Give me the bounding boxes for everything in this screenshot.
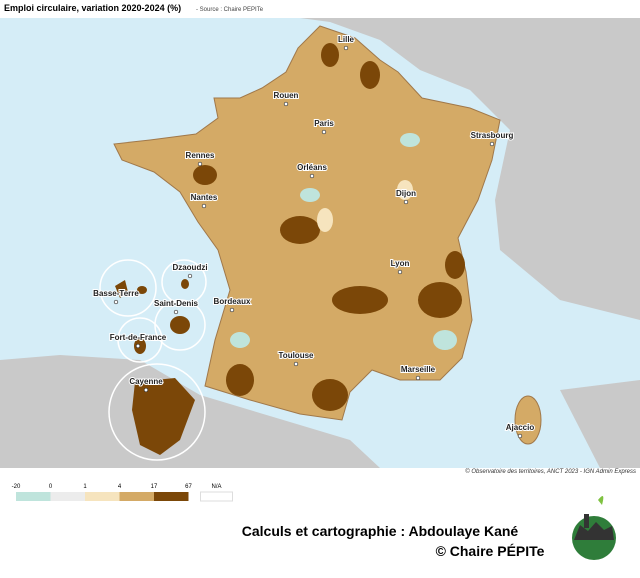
- credit-line: Calculs et cartographie : Abdoulaye Kané: [242, 523, 519, 539]
- legend-break: 67: [185, 484, 192, 490]
- legend: -20 0 1 4 17 67 N/A: [12, 484, 233, 502]
- legend-break: 0: [49, 484, 53, 490]
- city-dot: [397, 269, 403, 275]
- dark-areas: [193, 43, 465, 411]
- city-dot: [489, 141, 495, 147]
- legend-class: [119, 492, 154, 501]
- overseas-land: [115, 279, 195, 455]
- city-dot: [321, 129, 327, 135]
- city-label: Dzaoudzi: [172, 263, 207, 272]
- city-label: Basse-Terre: [93, 289, 139, 298]
- city-dot: [309, 173, 315, 179]
- legend-class: [50, 492, 85, 501]
- city-dot: [343, 45, 349, 51]
- city-dot: [187, 273, 193, 279]
- city-dot: [415, 375, 421, 381]
- city-dot: [135, 343, 141, 349]
- map: [0, 18, 640, 468]
- city-label: Toulouse: [279, 351, 315, 360]
- city-label: Orléans: [297, 163, 327, 172]
- city-dot: [143, 387, 149, 393]
- overseas-circles: [99, 259, 207, 461]
- city-label: Bordeaux: [214, 297, 251, 306]
- legend-class: [16, 492, 51, 501]
- city-label: Marseille: [401, 365, 436, 374]
- legend-class: [154, 492, 189, 501]
- city-label: Lille: [338, 35, 355, 44]
- city-label: Rennes: [186, 151, 215, 160]
- city-dot: [229, 307, 235, 313]
- city-label: Cayenne: [129, 377, 163, 386]
- city-label: Strasbourg: [471, 131, 514, 140]
- city-label: Lyon: [391, 259, 410, 268]
- legend-break: 4: [118, 484, 122, 490]
- city-dot: [197, 161, 203, 167]
- title: Emploi circulaire, variation 2020-2024 (…: [4, 3, 181, 13]
- source: - Source : Chaire PEPITe: [196, 7, 264, 13]
- city-dot: [283, 101, 289, 107]
- city-label: Ajaccio: [506, 423, 535, 432]
- italy: [560, 380, 640, 468]
- city-dot: [201, 203, 207, 209]
- legend-break: -20: [12, 484, 21, 490]
- copyright: © Observatoire des territoires, ANCT 202…: [465, 468, 636, 475]
- city-label: Nantes: [191, 193, 218, 202]
- corsica: [514, 395, 542, 445]
- city-label: Fort-de-France: [110, 333, 167, 342]
- cities: Lille Rouen Paris Strasbourg Rennes Orléans Na…: [92, 34, 535, 439]
- legend-na: [200, 491, 233, 502]
- city-label: Saint-Denis: [154, 299, 199, 308]
- city-label: Dijon: [396, 189, 416, 198]
- city-label: Rouen: [274, 91, 299, 100]
- city-label: Paris: [314, 119, 334, 128]
- legend-break: 17: [151, 484, 158, 490]
- legend-na-label: N/A: [211, 484, 221, 490]
- city-dot: [293, 361, 299, 367]
- credit-line: © Chaire PÉPITe: [436, 543, 545, 559]
- legend-class: [85, 492, 120, 501]
- city-dot: [113, 299, 119, 305]
- cream-areas: [317, 180, 413, 232]
- light-areas: [230, 133, 457, 350]
- city-dot: [403, 199, 409, 205]
- city-dot: [517, 433, 523, 439]
- neighbours: [300, 18, 640, 320]
- legend-break: 1: [83, 484, 87, 490]
- logo: [572, 496, 616, 560]
- city-dot: [173, 309, 179, 315]
